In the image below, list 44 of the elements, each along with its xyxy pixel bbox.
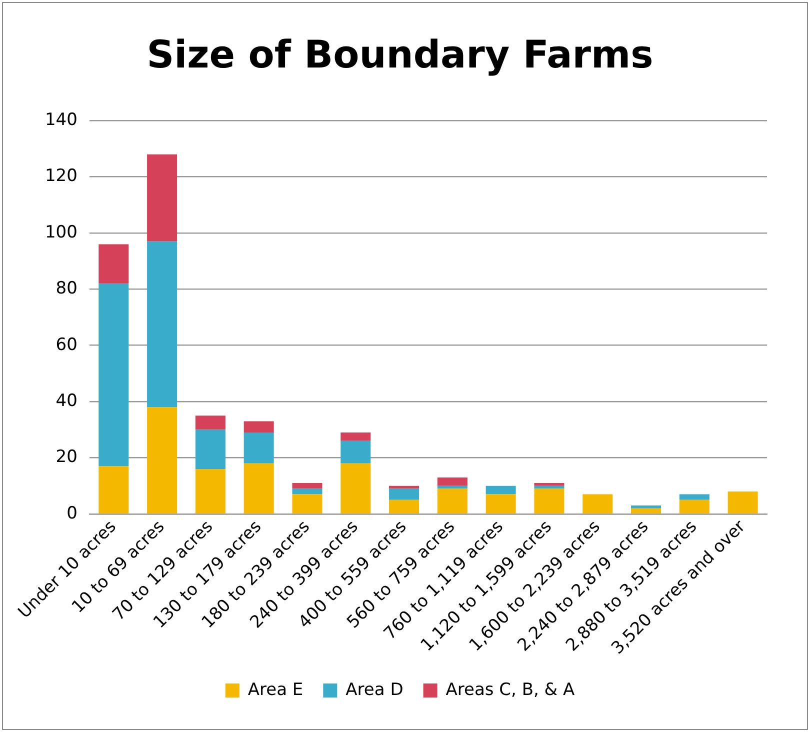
bar bbox=[340, 440, 371, 464]
chart-title: Size of Boundary Farms bbox=[146, 32, 654, 77]
bar bbox=[98, 466, 129, 514]
bar bbox=[195, 430, 226, 470]
y-tick-label: 140 bbox=[44, 110, 78, 130]
bar bbox=[292, 494, 322, 514]
bar bbox=[728, 491, 758, 514]
bar bbox=[679, 494, 710, 500]
bar bbox=[244, 421, 274, 432]
legend-label: Area E bbox=[248, 680, 304, 700]
bar bbox=[534, 488, 564, 514]
legend-label: Area D bbox=[346, 680, 404, 700]
y-tick-label: 40 bbox=[56, 390, 78, 411]
y-tick-label: 20 bbox=[56, 447, 78, 468]
bar bbox=[389, 500, 420, 514]
bar bbox=[679, 500, 710, 514]
bar bbox=[147, 407, 178, 514]
bar bbox=[340, 463, 371, 514]
bar bbox=[292, 488, 322, 494]
bar bbox=[437, 477, 468, 486]
bar bbox=[631, 506, 662, 508]
bar bbox=[98, 284, 129, 466]
bar bbox=[534, 483, 564, 486]
bar bbox=[195, 469, 226, 514]
bar bbox=[437, 488, 468, 514]
bar bbox=[292, 483, 322, 489]
bar bbox=[98, 244, 129, 284]
bar bbox=[244, 463, 274, 514]
y-tick-label: 0 bbox=[66, 503, 78, 524]
y-tick-label: 80 bbox=[56, 278, 78, 299]
y-tick-label: 60 bbox=[56, 334, 78, 355]
bar bbox=[582, 494, 613, 514]
bar bbox=[389, 488, 420, 500]
bar bbox=[631, 508, 662, 514]
bar bbox=[486, 494, 516, 514]
y-tick-label: 100 bbox=[44, 222, 78, 242]
y-tick-label: 120 bbox=[44, 166, 78, 186]
bar bbox=[147, 241, 178, 408]
bar bbox=[147, 154, 178, 242]
legend-label: Areas C, B, & A bbox=[446, 680, 575, 700]
bar bbox=[244, 432, 274, 464]
bar bbox=[195, 416, 226, 430]
bar bbox=[340, 432, 371, 441]
bar bbox=[486, 486, 516, 494]
